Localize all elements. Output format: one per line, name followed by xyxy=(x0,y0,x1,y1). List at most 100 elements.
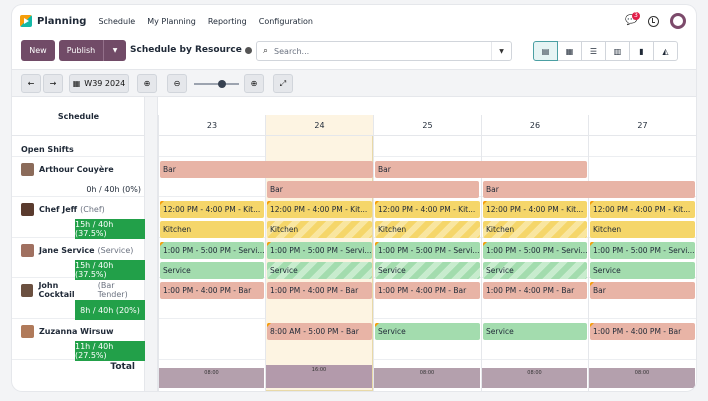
area-chart-view-icon[interactable]: ◭ xyxy=(653,41,678,61)
open-shifts-label: Open Shifts xyxy=(21,144,74,154)
shift-pill[interactable]: 1:00 PM - 4:00 PM - Bar xyxy=(590,323,695,340)
next-arrow-icon[interactable]: → xyxy=(43,74,63,93)
shift-pill[interactable]: Kitchen xyxy=(267,221,372,238)
shift-pill[interactable]: 1:00 PM - 5:00 PM - Servi... xyxy=(483,242,587,259)
day-header[interactable]: 25 xyxy=(373,115,481,136)
shift-pill[interactable]: Kitchen xyxy=(483,221,587,238)
week-picker[interactable]: ▦ W39 2024 xyxy=(69,74,129,93)
shift-pill[interactable]: 1:00 PM - 4:00 PM - Bar xyxy=(160,282,264,299)
zoom-slider[interactable] xyxy=(194,80,239,88)
shift-pill[interactable]: 1:00 PM - 5:00 PM - Servi... xyxy=(267,242,372,259)
shift-pill[interactable]: 1:00 PM - 5:00 PM - Servi... xyxy=(590,242,695,259)
avatar xyxy=(21,324,34,338)
total-bar: 08:00 xyxy=(374,368,480,388)
shift-pill[interactable]: Kitchen xyxy=(590,221,695,238)
shift-pill[interactable]: Service xyxy=(483,262,587,279)
shift-pill[interactable]: Bar xyxy=(267,181,479,198)
shift-pill[interactable]: 12:00 PM - 4:00 PM - Kit... xyxy=(267,201,372,218)
resource-row[interactable]: Zuzanna Wirsuw xyxy=(12,321,145,341)
shift-pill[interactable]: 12:00 PM - 4:00 PM - Kit... xyxy=(590,201,695,218)
zoom-out-icon[interactable]: ⊖ xyxy=(167,74,187,93)
resource-role: (Chef) xyxy=(80,204,105,214)
shift-pill[interactable]: Service xyxy=(267,262,372,279)
shift-pill[interactable]: 12:00 PM - 4:00 PM - Kit... xyxy=(483,201,587,218)
shift-pill[interactable]: 12:00 PM - 4:00 PM - Kit... xyxy=(375,201,480,218)
shift-pill[interactable]: 1:00 PM - 5:00 PM - Servi... xyxy=(375,242,480,259)
shift-pill[interactable]: 1:00 PM - 4:00 PM - Bar xyxy=(267,282,372,299)
hours-summary: 0h / 40h (0%) xyxy=(86,184,141,194)
shift-pill[interactable]: Bar xyxy=(375,161,587,178)
hours-summary: 15h / 40h (37.5%) xyxy=(75,219,145,239)
shift-pill[interactable]: Bar xyxy=(160,161,373,178)
calendar-icon: ▦ xyxy=(72,79,81,88)
kanban-view-icon[interactable]: ▥ xyxy=(605,41,630,61)
list-view-icon[interactable]: ☰ xyxy=(581,41,606,61)
bar-chart-view-icon[interactable]: ▮ xyxy=(629,41,654,61)
resource-role: (Bar Tender) xyxy=(97,281,128,299)
day-header[interactable]: 23 xyxy=(158,115,265,136)
day-header[interactable]: 27 xyxy=(588,115,696,136)
notification-badge: 3 xyxy=(632,12,640,20)
avatar xyxy=(21,162,34,176)
zoom-in-icon[interactable]: ⊕ xyxy=(244,74,264,93)
resource-row[interactable]: Arthour Couyère xyxy=(12,159,145,179)
clock-icon[interactable] xyxy=(648,15,659,27)
avatar xyxy=(21,243,34,257)
menu-reporting[interactable]: Reporting xyxy=(207,16,247,26)
resource-name: John Cocktail xyxy=(38,281,75,299)
zoom-slider-knob[interactable] xyxy=(218,80,226,88)
resource-row[interactable]: Chef Jeff (Chef) xyxy=(12,199,145,219)
shift-pill[interactable]: Kitchen xyxy=(375,221,480,238)
menu-my-planning[interactable]: My Planning xyxy=(147,16,196,26)
gantt-gutter xyxy=(145,97,158,391)
shift-pill[interactable]: Kitchen xyxy=(160,221,264,238)
resource-name: Zuzanna Wirsuw xyxy=(39,326,114,336)
total-bar: 08:00 xyxy=(589,368,695,388)
shift-pill[interactable]: Service xyxy=(483,323,587,340)
chat-icon[interactable]: 💬 3 xyxy=(625,12,640,26)
day-header[interactable]: 24 xyxy=(265,115,373,136)
top-navbar: Planning Schedule My Planning Reporting … xyxy=(12,5,696,37)
app-name[interactable]: Planning xyxy=(37,15,87,27)
shift-pill[interactable]: Service xyxy=(160,262,264,279)
new-button[interactable]: New xyxy=(21,40,55,61)
shift-pill[interactable]: 1:00 PM - 4:00 PM - Bar xyxy=(483,282,587,299)
shift-pill[interactable]: Service xyxy=(375,323,480,340)
gantt-grid: Schedule Open Shifts Arthour Couyère 0h … xyxy=(12,97,696,391)
user-avatar[interactable] xyxy=(670,13,686,29)
total-bar: 08:00 xyxy=(482,368,587,388)
menu-configuration[interactable]: Configuration xyxy=(258,16,314,26)
shift-pill[interactable]: Bar xyxy=(590,282,695,299)
menu-schedule[interactable]: Schedule xyxy=(98,16,136,26)
search-dropdown-icon[interactable]: ▼ xyxy=(491,42,511,60)
view-title: Schedule by Resource xyxy=(130,45,252,55)
schedule-header: Schedule xyxy=(12,97,145,136)
shift-pill[interactable]: Bar xyxy=(483,181,695,198)
day-header[interactable]: 26 xyxy=(481,115,588,136)
shift-pill[interactable]: Service xyxy=(375,262,480,279)
expand-icon[interactable]: ⤢ xyxy=(273,74,293,93)
publish-button[interactable]: Publish ▼ xyxy=(59,40,126,61)
hours-summary: 11h / 40h (27.5%) xyxy=(75,341,145,361)
resource-row[interactable]: John Cocktail (Bar Tender) xyxy=(12,280,145,300)
resource-name: Jane Service xyxy=(39,245,95,255)
gear-icon[interactable] xyxy=(244,46,252,54)
previous-arrow-icon[interactable]: ← xyxy=(21,74,41,93)
control-panel: New Publish ▼ Schedule by Resource ⌕ Sea… xyxy=(12,39,696,65)
shift-pill[interactable]: 8:00 AM - 5:00 PM - Bar xyxy=(267,323,372,340)
gantt-view-icon[interactable]: ▤ xyxy=(533,41,558,61)
shift-pill[interactable]: 1:00 PM - 5:00 PM - Servi... xyxy=(160,242,264,259)
gantt-days: 23 24 25 26 27 Bar Bar Bar Bar 12:00 PM … xyxy=(158,97,696,391)
search-bar[interactable]: ⌕ Search... ▼ xyxy=(256,41,512,61)
shift-pill[interactable]: 12:00 PM - 4:00 PM - Kit... xyxy=(160,201,264,218)
shift-pill[interactable]: Service xyxy=(590,262,695,279)
hours-summary: 8h / 40h (20%) xyxy=(75,300,145,320)
planning-logo-icon[interactable] xyxy=(20,15,32,27)
publish-dropdown-icon[interactable]: ▼ xyxy=(103,40,126,61)
resource-row[interactable]: Jane Service (Service) xyxy=(12,240,145,260)
calendar-view-icon[interactable]: ▦ xyxy=(557,41,582,61)
focus-today-icon[interactable]: ⊕ xyxy=(137,74,157,93)
shift-pill[interactable]: 1:00 PM - 4:00 PM - Bar xyxy=(375,282,480,299)
search-input[interactable]: Search... xyxy=(274,46,310,56)
gantt-toolbar: ← → ▦ W39 2024 ⊕ ⊖ ⊕ ⤢ xyxy=(12,69,696,97)
